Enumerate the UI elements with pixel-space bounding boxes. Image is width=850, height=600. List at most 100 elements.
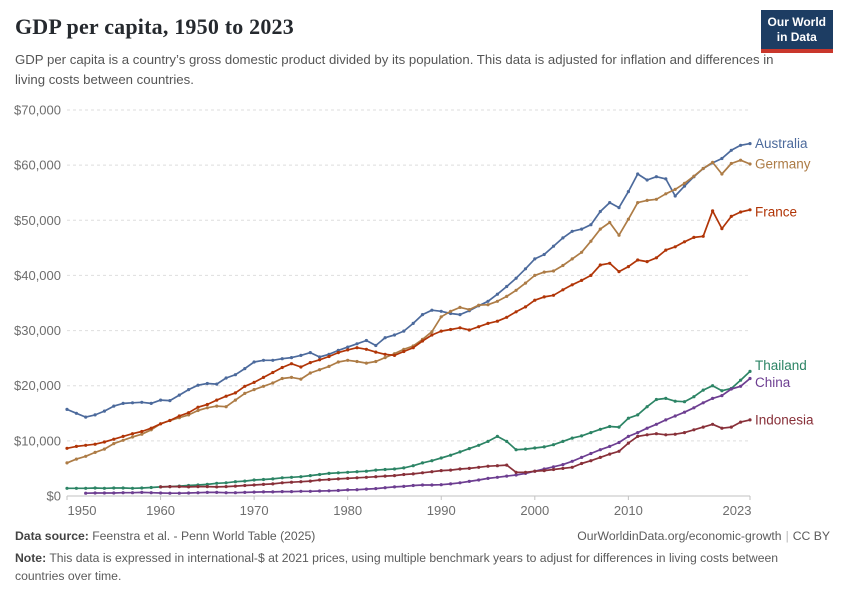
series-point-thailand — [140, 486, 144, 490]
series-line-thailand[interactable] — [67, 370, 751, 490]
series-point-germany — [692, 174, 696, 178]
series-point-france — [355, 346, 359, 350]
series-point-thailand — [299, 475, 303, 479]
series-point-germany — [467, 308, 471, 312]
series-point-australia — [523, 267, 528, 271]
series-point-china — [692, 406, 696, 410]
series-point-germany — [664, 192, 668, 196]
series-line-indonesia[interactable] — [160, 419, 751, 488]
series-point-china — [196, 491, 200, 495]
series-point-thailand — [580, 434, 584, 438]
owid-logo[interactable]: Our World in Data — [760, 10, 833, 53]
series-point-china — [664, 418, 668, 422]
series-point-thailand — [551, 443, 556, 447]
series-point-indonesia — [729, 425, 733, 429]
series-point-indonesia — [318, 478, 322, 482]
series-point-australia — [682, 184, 687, 188]
series-point-australia — [308, 351, 312, 355]
data-source-text: Feenstra et al. - Penn World Table (2025… — [88, 529, 316, 543]
series-point-thailand — [74, 486, 78, 490]
series-point-germany — [364, 361, 368, 365]
series-point-france — [477, 325, 481, 329]
series-label-thailand[interactable]: Thailand — [755, 358, 807, 373]
series-point-indonesia — [374, 475, 378, 479]
series-point-china — [598, 448, 602, 452]
series-point-germany — [748, 162, 752, 166]
series-point-china — [720, 394, 724, 398]
line-chart[interactable]: $0 $10,000 $20,000 $30,000 $40,000 $50,000 $60… — [0, 95, 850, 525]
series-line-france[interactable] — [66, 208, 751, 450]
series-point-thailand — [495, 434, 499, 438]
y-tick-label: $40,000 — [14, 268, 61, 283]
series-point-indonesia — [664, 433, 668, 437]
series-point-china — [140, 490, 144, 494]
series-point-france — [720, 227, 724, 231]
series-point-germany — [626, 217, 631, 221]
series-label-france[interactable]: France — [755, 204, 797, 219]
series-point-germany — [121, 438, 125, 442]
series-point-france — [205, 402, 209, 407]
series-label-indonesia[interactable]: Indonesia — [755, 412, 814, 427]
series-point-china — [205, 490, 209, 494]
series-point-australia — [420, 313, 425, 317]
series-point-france — [673, 245, 677, 249]
series-point-france — [551, 293, 556, 297]
series-point-australia — [289, 356, 294, 360]
series-point-thailand — [598, 427, 602, 431]
series-point-australia — [318, 355, 322, 359]
series-point-germany — [654, 197, 659, 201]
series-point-china — [626, 434, 631, 438]
series-point-australia — [252, 360, 256, 364]
series-line-australia[interactable] — [66, 142, 751, 418]
series-point-china — [102, 491, 106, 495]
owid-url-link[interactable]: OurWorldinData.org/economic-growth — [577, 529, 782, 543]
series-point-france — [271, 370, 275, 375]
series-line-germany[interactable] — [66, 159, 751, 464]
series-point-indonesia — [533, 469, 537, 473]
series-point-indonesia — [187, 485, 191, 489]
series-point-china — [654, 422, 659, 426]
series-point-australia — [748, 142, 752, 146]
series-point-australia — [542, 252, 546, 257]
series-point-france — [346, 348, 350, 352]
series-point-indonesia — [673, 432, 677, 436]
series-point-germany — [673, 187, 677, 191]
series-label-germany[interactable]: Germany — [755, 157, 811, 172]
series-point-germany — [84, 454, 88, 458]
series-point-china — [168, 491, 172, 495]
series-point-australia — [74, 411, 78, 415]
series-point-germany — [318, 368, 322, 372]
series-point-germany — [271, 381, 275, 385]
series-point-thailand — [570, 436, 574, 440]
series-point-australia — [280, 357, 284, 361]
series-label-china[interactable]: China — [755, 375, 791, 390]
attribution: OurWorldinData.org/economic-growth | CC BY — [577, 529, 830, 543]
series-point-indonesia — [505, 463, 509, 467]
series-label-australia[interactable]: Australia — [755, 136, 808, 151]
series-point-china — [439, 483, 443, 487]
series-point-thailand — [514, 448, 518, 452]
y-tick-label: $20,000 — [14, 378, 61, 393]
series-point-germany — [102, 447, 106, 451]
series-point-indonesia — [159, 485, 163, 489]
series-point-china — [252, 490, 256, 494]
series-line-china[interactable] — [85, 377, 751, 495]
series-point-indonesia — [261, 482, 266, 486]
series-point-indonesia — [346, 476, 350, 480]
series-point-thailand — [654, 397, 659, 402]
series-point-france — [252, 380, 256, 384]
series-point-china — [449, 482, 453, 486]
series-point-australia — [664, 177, 668, 181]
series-point-germany — [570, 257, 574, 261]
series-point-germany — [74, 457, 78, 461]
series-point-thailand — [711, 384, 715, 388]
series-point-france — [430, 333, 434, 337]
series-point-australia — [112, 404, 116, 408]
series-point-france — [364, 347, 368, 351]
separator: | — [785, 529, 789, 543]
series-point-china — [261, 490, 266, 494]
note-row: Note: This data is expressed in internat… — [15, 550, 827, 585]
series-point-china — [411, 483, 415, 488]
x-tick-label: 1990 — [427, 503, 456, 518]
series-point-germany — [711, 160, 715, 164]
